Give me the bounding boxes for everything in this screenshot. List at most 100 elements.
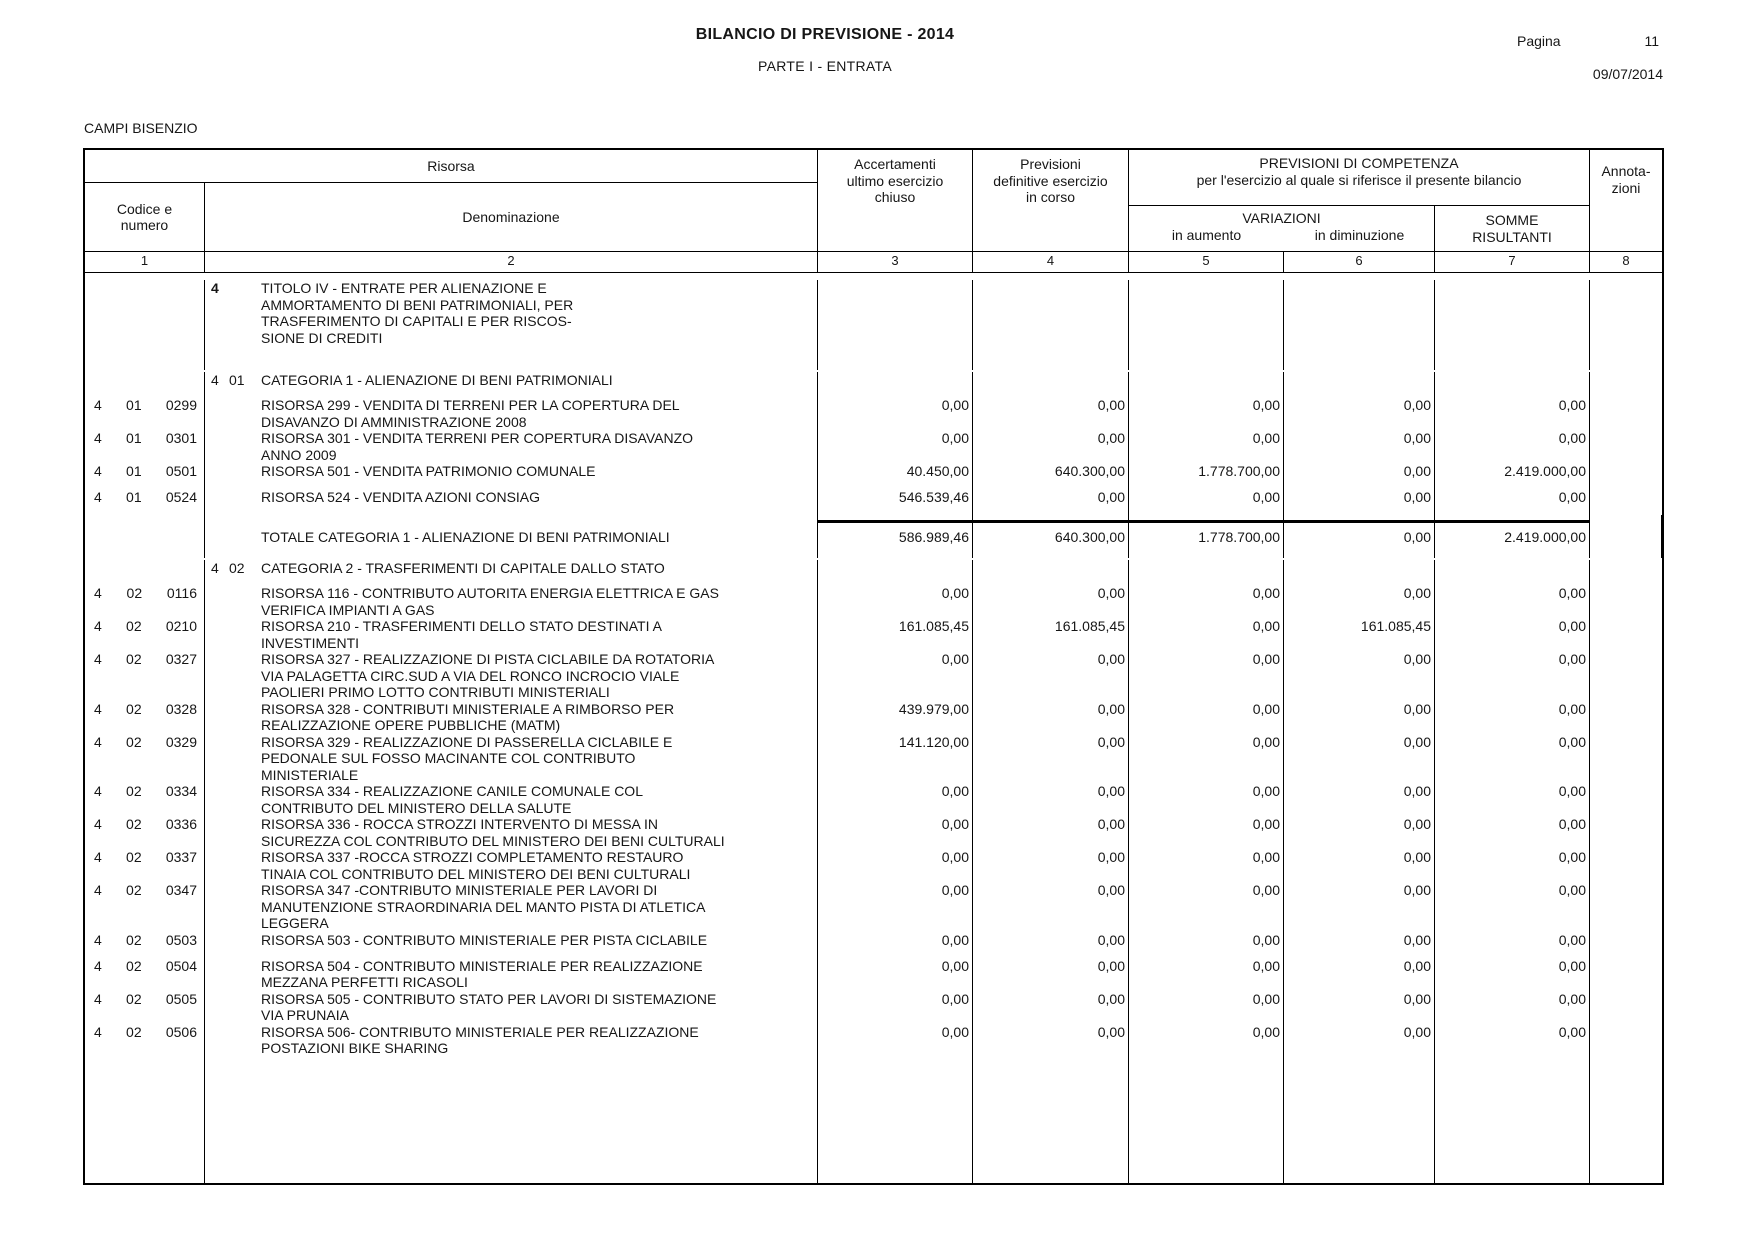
header-codice-numero: Codice e numero — [85, 183, 205, 251]
row-denomination-cell: TOTALE CATEGORIA 1 - ALIENAZIONE DI BENI… — [205, 515, 818, 558]
value-somme-risultanti: 2.419.000,00 — [1435, 515, 1590, 558]
header-previsioni-competenza: PREVISIONI DI COMPETENZA per l'esercizio… — [1129, 150, 1590, 206]
filler-cell — [1129, 1056, 1284, 1183]
value-somme-risultanti: 0,00 — [1435, 651, 1590, 701]
value-somme-risultanti — [1435, 280, 1590, 370]
denomination-text: RISORSA 328 - CONTRIBUTI MINISTERIALE A … — [261, 700, 675, 734]
code-titolo: 4 — [94, 957, 102, 974]
row-code-cell — [85, 372, 205, 397]
denomination-text: RISORSA 347 -CONTRIBUTO MINISTERIALE PER… — [261, 882, 706, 931]
value-previsioni-definitive: 0,00 — [973, 957, 1129, 991]
code-titolo: 4 — [94, 733, 102, 750]
code-risorsa: 0505 — [165, 990, 197, 1007]
value-somme-risultanti: 0,00 — [1435, 882, 1590, 932]
value-in-diminuzione: 0,00 — [1284, 515, 1435, 558]
row-code-cell: 4 02 0334 — [85, 783, 205, 816]
value-previsioni-definitive: 0,00 — [973, 430, 1129, 463]
annotazioni-cell — [1590, 463, 1662, 489]
value-in-aumento: 0,00 — [1129, 990, 1284, 1024]
header-variazioni-label: VARIAZIONI — [1242, 210, 1321, 226]
annotazioni-cell — [1590, 280, 1662, 370]
code-risorsa: 0524 — [165, 489, 197, 505]
row-denomination-cell: RISORSA 299 - VENDITA DI TERRENI PER LA … — [205, 397, 818, 430]
value-previsioni-definitive: 0,00 — [973, 849, 1129, 882]
column-number: 7 — [1435, 252, 1590, 272]
denomination-text: TITOLO IV - ENTRATE PER ALIENAZIONE E AM… — [261, 280, 574, 346]
code-categoria: 01 — [126, 463, 142, 479]
annotazioni-cell — [1590, 515, 1662, 558]
row-code-cell: 4 02 0336 — [85, 816, 205, 849]
column-number: 3 — [818, 252, 973, 272]
row-code-cell: 4 02 0337 — [85, 849, 205, 882]
filler-cell — [1435, 1056, 1590, 1183]
table-row: 4 01 0301 RISORSA 301 - VENDITA TERRENI … — [85, 430, 1662, 463]
row-denomination-cell: RISORSA 347 -CONTRIBUTO MINISTERIALE PER… — [205, 882, 818, 932]
row-denomination-cell: RISORSA 506- CONTRIBUTO MINISTERIALE PER… — [205, 1023, 818, 1057]
value-previsioni-definitive — [973, 372, 1129, 397]
value-accertamenti: 0,00 — [818, 931, 973, 958]
annotazioni-cell — [1590, 882, 1662, 932]
pagina-label: Pagina — [1517, 33, 1561, 49]
value-previsioni-definitive: 0,00 — [973, 397, 1129, 430]
value-in-diminuzione: 0,00 — [1284, 430, 1435, 463]
value-in-diminuzione: 0,00 — [1284, 651, 1435, 701]
row-code-cell: 4 02 0506 — [85, 1023, 205, 1057]
document-header: BILANCIO DI PREVISIONE - 2014 PARTE I - … — [560, 26, 1090, 74]
value-previsioni-definitive: 0,00 — [973, 700, 1129, 734]
row-code-cell — [85, 280, 205, 370]
row-denomination-cell: RISORSA 503 - CONTRIBUTO MINISTERIALE PE… — [205, 931, 818, 958]
header-previsioni-definitive: Previsioni definitive esercizio in corso — [973, 150, 1129, 251]
row-code-cell: 4 02 0504 — [85, 957, 205, 991]
code-titolo: 4 — [94, 463, 102, 479]
value-accertamenti: 546.539,46 — [818, 489, 973, 515]
value-previsioni-definitive: 0,00 — [973, 733, 1129, 783]
annotazioni-cell — [1590, 397, 1662, 430]
value-accertamenti: 0,00 — [818, 849, 973, 882]
value-accertamenti: 0,00 — [818, 397, 973, 430]
denomination-text: RISORSA 337 -ROCCA STROZZI COMPLETAMENTO… — [261, 849, 691, 882]
denomination-text: CATEGORIA 2 - TRASFERIMENTI DI CAPITALE … — [261, 560, 665, 576]
row-denomination-cell: 4 02 CATEGORIA 2 - TRASFERIMENTI DI CAPI… — [205, 560, 818, 585]
code-titolo: 4 — [94, 1023, 102, 1040]
value-previsioni-definitive: 640.300,00 — [973, 463, 1129, 489]
code-titolo: 4 — [94, 397, 102, 413]
value-accertamenti: 141.120,00 — [818, 733, 973, 783]
row-code-cell: 4 02 0210 — [85, 618, 205, 651]
table-body: 4 TITOLO IV - ENTRATE PER ALIENAZIONE E … — [85, 273, 1662, 1183]
value-accertamenti — [818, 560, 973, 585]
code-titolo: 4 — [94, 783, 102, 799]
code-titolo: 4 — [94, 931, 102, 948]
value-somme-risultanti: 0,00 — [1435, 849, 1590, 882]
denomination-text: CATEGORIA 1 - ALIENAZIONE DI BENI PATRIM… — [261, 372, 613, 388]
table-row: 4 02 0327 RISORSA 327 - REALIZZAZIONE DI… — [85, 651, 1662, 701]
annotazioni-cell — [1590, 991, 1662, 1024]
code-titolo: 4 — [94, 700, 102, 717]
value-in-aumento: 0,00 — [1129, 816, 1284, 849]
annotazioni-cell — [1590, 932, 1662, 958]
table-row: 4 02 0505 RISORSA 505 - CONTRIBUTO STATO… — [85, 990, 1662, 1024]
value-accertamenti: 0,00 — [818, 585, 973, 618]
row-code-cell: 4 01 0299 — [85, 397, 205, 430]
code-categoria: 02 — [126, 990, 142, 1007]
value-previsioni-definitive: 161.085,45 — [973, 618, 1129, 651]
denomination-text: RISORSA 336 - ROCCA STROZZI INTERVENTO D… — [261, 816, 725, 849]
table-row: 4 02 0328 RISORSA 328 - CONTRIBUTI MINIS… — [85, 700, 1662, 734]
code-titolo: 4 — [94, 585, 102, 601]
value-in-diminuzione: 0,00 — [1284, 882, 1435, 932]
header-variazioni: VARIAZIONI in aumento in diminuzione — [1129, 206, 1435, 251]
value-in-aumento: 0,00 — [1129, 783, 1284, 816]
value-in-aumento: 0,00 — [1129, 1023, 1284, 1057]
denomination-text: RISORSA 301 - VENDITA TERRENI PER COPERT… — [261, 430, 694, 463]
value-in-aumento: 0,00 — [1129, 489, 1284, 515]
column-number: 8 — [1622, 253, 1630, 268]
table-row: 4 02 0210 RISORSA 210 - TRASFERIMENTI DE… — [85, 618, 1662, 651]
value-accertamenti: 0,00 — [818, 1023, 973, 1057]
code-risorsa: 0328 — [165, 700, 197, 717]
value-in-diminuzione: 161.085,45 — [1284, 618, 1435, 651]
code-titolo: 4 — [94, 816, 102, 832]
total-rule — [818, 520, 1590, 523]
denomination-text: RISORSA 506- CONTRIBUTO MINISTERIALE PER… — [261, 1023, 699, 1057]
denomination-text: RISORSA 501 - VENDITA PATRIMONIO COMUNAL… — [261, 463, 596, 479]
column-number: 1 — [85, 252, 205, 272]
value-previsioni-definitive: 0,00 — [973, 651, 1129, 701]
